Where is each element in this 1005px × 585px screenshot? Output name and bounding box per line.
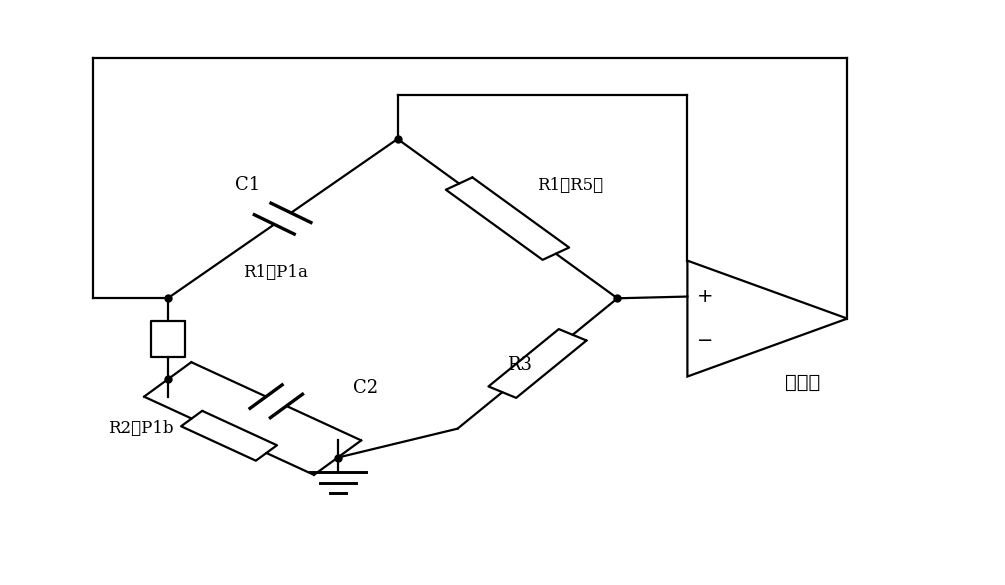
- Text: R2＋P1b: R2＋P1b: [108, 420, 173, 437]
- Text: C2: C2: [353, 379, 378, 397]
- Text: C1: C1: [235, 176, 260, 194]
- Text: 放大器: 放大器: [785, 373, 820, 392]
- Text: +: +: [697, 287, 714, 306]
- Text: R3: R3: [508, 356, 533, 374]
- Text: −: −: [697, 331, 714, 350]
- Text: R1＋R5等: R1＋R5等: [538, 177, 604, 194]
- Text: R1＋P1a: R1＋P1a: [242, 264, 308, 281]
